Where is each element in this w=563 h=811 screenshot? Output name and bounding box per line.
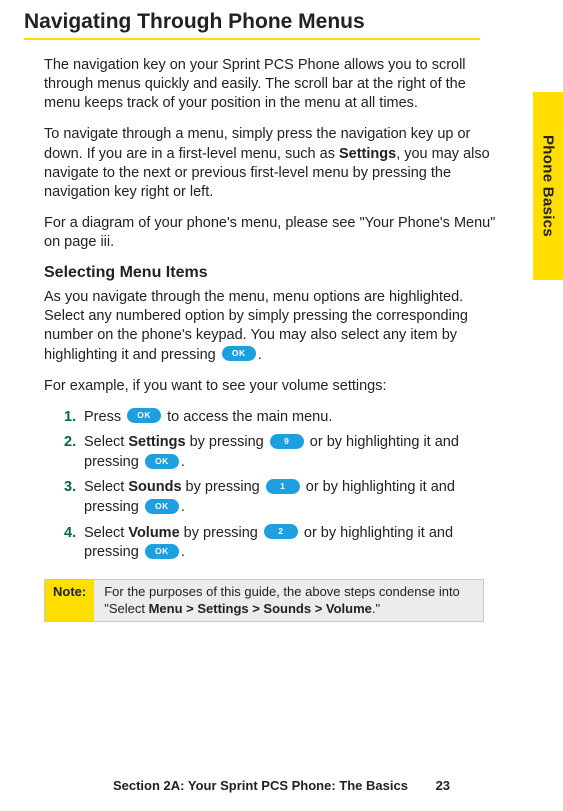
ok-button-icon: OK [145, 499, 179, 514]
step-number: 3. [64, 478, 76, 498]
intro-para-1: The navigation key on your Sprint PCS Ph… [44, 56, 503, 113]
bold-menu-path: Menu > Settings > Sounds > Volume [149, 601, 372, 616]
text: . [181, 499, 185, 515]
page-title: Navigating Through Phone Menus [24, 10, 503, 34]
text: . [181, 454, 185, 470]
ok-button-icon: OK [145, 454, 179, 469]
intro-para-3: For a diagram of your phone's menu, plea… [44, 214, 503, 252]
body-block: The navigation key on your Sprint PCS Ph… [24, 56, 503, 622]
two-button-icon: 2 [264, 524, 298, 539]
text: by pressing [180, 525, 262, 541]
intro-para-2: To navigate through a menu, simply press… [44, 125, 503, 202]
footer-text: Section 2A: Your Sprint PCS Phone: The B… [113, 778, 408, 793]
step-4: 4. Select Volume by pressing 2 or by hig… [64, 524, 503, 563]
text: . [181, 544, 185, 560]
page-content: Navigating Through Phone Menus The navig… [0, 0, 563, 622]
text: Select [84, 479, 128, 495]
subheading-selecting: Selecting Menu Items [44, 264, 503, 282]
bold-volume: Volume [128, 525, 179, 541]
side-tab: Phone Basics [533, 92, 563, 280]
step-3: 3. Select Sounds by pressing 1 or by hig… [64, 478, 503, 517]
side-tab-label: Phone Basics [540, 135, 557, 237]
note-text: For the purposes of this guide, the abov… [94, 580, 483, 622]
step-number: 2. [64, 433, 76, 453]
text: ." [372, 601, 380, 616]
selecting-para-1: As you navigate through the menu, menu o… [44, 288, 503, 365]
text: Press [84, 409, 125, 425]
ok-button-icon: OK [145, 544, 179, 559]
one-button-icon: 1 [266, 479, 300, 494]
bold-settings: Settings [128, 434, 185, 450]
page-number: 23 [436, 778, 450, 793]
title-rule [24, 38, 480, 40]
page-footer: Section 2A: Your Sprint PCS Phone: The B… [0, 778, 563, 793]
text: to access the main menu. [163, 409, 332, 425]
bold-settings: Settings [339, 146, 396, 162]
ok-button-icon: OK [222, 346, 256, 361]
text: Select [84, 525, 128, 541]
step-1: 1. Press OK to access the main menu. [64, 408, 503, 428]
nine-button-icon: 9 [270, 434, 304, 449]
ok-button-icon: OK [127, 408, 161, 423]
text: . [258, 347, 262, 363]
text: As you navigate through the menu, menu o… [44, 289, 468, 362]
text: Select [84, 434, 128, 450]
step-number: 1. [64, 408, 76, 428]
bold-sounds: Sounds [128, 479, 181, 495]
selecting-para-2: For example, if you want to see your vol… [44, 377, 503, 396]
note-label: Note: [45, 580, 94, 622]
text: by pressing [182, 479, 264, 495]
text: by pressing [186, 434, 268, 450]
steps-list: 1. Press OK to access the main menu. 2. … [44, 408, 503, 563]
note-box: Note: For the purposes of this guide, th… [44, 579, 484, 623]
step-number: 4. [64, 524, 76, 544]
step-2: 2. Select Settings by pressing 9 or by h… [64, 433, 503, 472]
